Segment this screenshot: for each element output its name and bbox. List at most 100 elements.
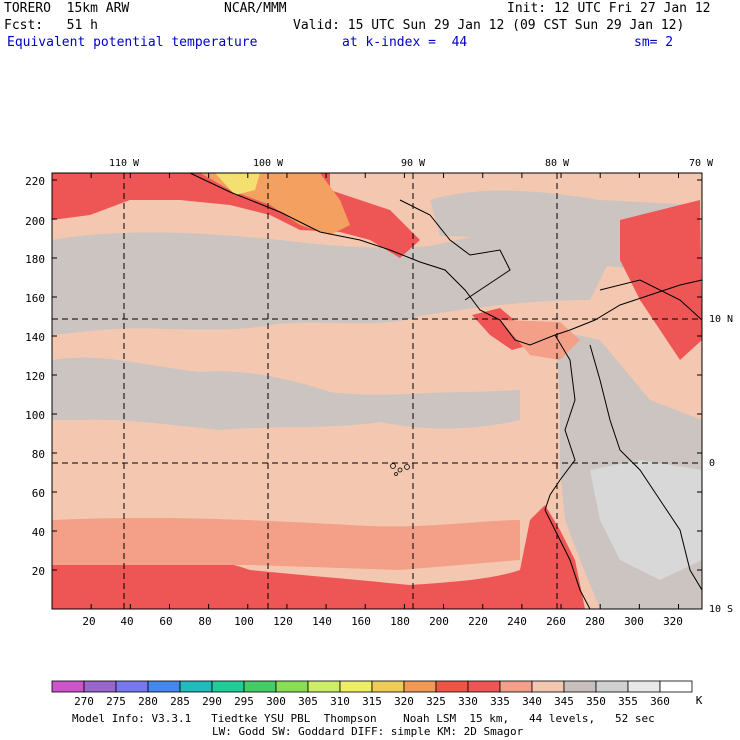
colorbar-label: 340 [522, 695, 542, 708]
model-info-line1: Model Info: V3.3.1 Tiedtke YSU PBL Thomp… [72, 712, 655, 725]
colorbar-swatch [563, 680, 597, 693]
gray-band-mid [52, 357, 520, 430]
salmon-south-band [52, 517, 520, 570]
forecast-hour: Fcst: 51 h [4, 18, 98, 33]
x-tick-label: 20 [82, 615, 95, 628]
colorbar-swatch [435, 680, 469, 693]
island-3 [404, 464, 410, 470]
colorbar-label: 335 [490, 695, 510, 708]
latitude-labels: 10 N 0 10 S [709, 314, 733, 615]
x-tick-label: 180 [390, 615, 410, 628]
coast-central-america [189, 173, 702, 346]
colorbar-label: 285 [170, 695, 190, 708]
colorbar-label: 325 [426, 695, 446, 708]
longitude-label: 100 W [253, 158, 284, 169]
longitude-label: 110 W [109, 158, 140, 169]
y-tick-label: 20 [32, 565, 45, 578]
border-andes [589, 344, 702, 591]
valid-time: Valid: 15 UTC Sun 29 Jan 12 (09 CST Sun … [293, 18, 685, 33]
colorbar-unit: K [696, 694, 703, 707]
galapagos-islands [390, 463, 410, 476]
light-gray-andes [590, 460, 702, 580]
org-label: NCAR/MMM [224, 1, 287, 16]
x-tick-label: 80 [198, 615, 211, 628]
colorbar-swatch [51, 680, 85, 693]
coastlines [189, 173, 702, 609]
y-tick-label: 100 [25, 409, 45, 422]
colorbar-swatch [595, 680, 629, 693]
yellow-mexico [215, 173, 260, 195]
colorbar-swatch [115, 680, 149, 693]
x-tick-label: 40 [120, 615, 133, 628]
colorbar-label: 300 [266, 695, 286, 708]
x-tick-label: 220 [468, 615, 488, 628]
longitude-label: 80 W [545, 158, 570, 169]
colorbar-label: 355 [618, 695, 638, 708]
colorbar-swatch [211, 680, 245, 693]
y-tick-label: 60 [32, 487, 45, 500]
red-south-pacific [52, 505, 585, 609]
field-name: Equivalent potential temperature [7, 35, 258, 50]
x-tick-label: 160 [351, 615, 371, 628]
colorbar-label: 345 [554, 695, 574, 708]
map-frame [51, 172, 703, 610]
longitude-label: 90 W [401, 158, 426, 169]
y-tick-label: 180 [25, 253, 45, 266]
colorbar-swatch [499, 680, 533, 693]
map-field [52, 173, 702, 609]
x-tick-label: 280 [585, 615, 605, 628]
x-tick-label: 320 [663, 615, 683, 628]
colorbar-swatch [147, 680, 181, 693]
x-tick-label: 240 [507, 615, 527, 628]
y-tick-label: 220 [25, 175, 45, 188]
colorbar-label: 320 [394, 695, 414, 708]
colorbar-label: 360 [650, 695, 670, 708]
x-tick-label: 300 [624, 615, 644, 628]
colorbar-label: 270 [74, 695, 94, 708]
axis-ticks [51, 173, 702, 610]
island-2 [397, 467, 403, 473]
colorbar-label: 315 [362, 695, 382, 708]
x-tick-label: 60 [159, 615, 172, 628]
colorbar-label: 330 [458, 695, 478, 708]
latitude-label: 0 [709, 458, 715, 469]
colorbar-label: 310 [330, 695, 350, 708]
colorbar-swatch [403, 680, 437, 693]
graticule [52, 173, 702, 609]
x-tick-label: 200 [429, 615, 449, 628]
coast-south-america [544, 334, 591, 609]
y-tick-label: 40 [32, 526, 45, 539]
colorbar-swatch [659, 680, 693, 693]
colorbar-swatch [467, 680, 501, 693]
y-tick-label: 120 [25, 370, 45, 383]
x-tick-label: 100 [234, 615, 254, 628]
colorbar-swatch [275, 680, 309, 693]
colorbar-label: 305 [298, 695, 318, 708]
y-tick-label: 160 [25, 292, 45, 305]
x-axis-labels: 20 40 60 80 100 120 140 160 180 200 220 … [82, 615, 683, 628]
x-tick-label: 140 [312, 615, 332, 628]
longitude-label: 70 W [689, 158, 714, 169]
coast-gulf [399, 199, 511, 301]
y-tick-label: 140 [25, 331, 45, 344]
model-title: TORERO 15km ARW [4, 1, 130, 16]
colorbar-label: 290 [202, 695, 222, 708]
colorbar-swatch [83, 680, 117, 693]
colorbar [51, 680, 693, 693]
colorbar-label: 350 [586, 695, 606, 708]
colorbar-swatch [243, 680, 277, 693]
colorbar-label: 295 [234, 695, 254, 708]
red-colombia-coast [620, 200, 702, 360]
colorbar-swatch [307, 680, 341, 693]
latitude-label: 10 S [709, 604, 733, 615]
island-4 [394, 472, 398, 476]
colorbar-swatch [371, 680, 405, 693]
coast-caribbean [599, 279, 702, 321]
colorbar-swatch [531, 680, 565, 693]
model-info-line2: LW: Godd SW: Goddard DIFF: simple KM: 2D… [212, 725, 524, 738]
colorbar-swatch [627, 680, 661, 693]
y-tick-label: 80 [32, 448, 45, 461]
level-label: at k-index = 44 [342, 35, 468, 50]
x-tick-label: 260 [546, 615, 566, 628]
